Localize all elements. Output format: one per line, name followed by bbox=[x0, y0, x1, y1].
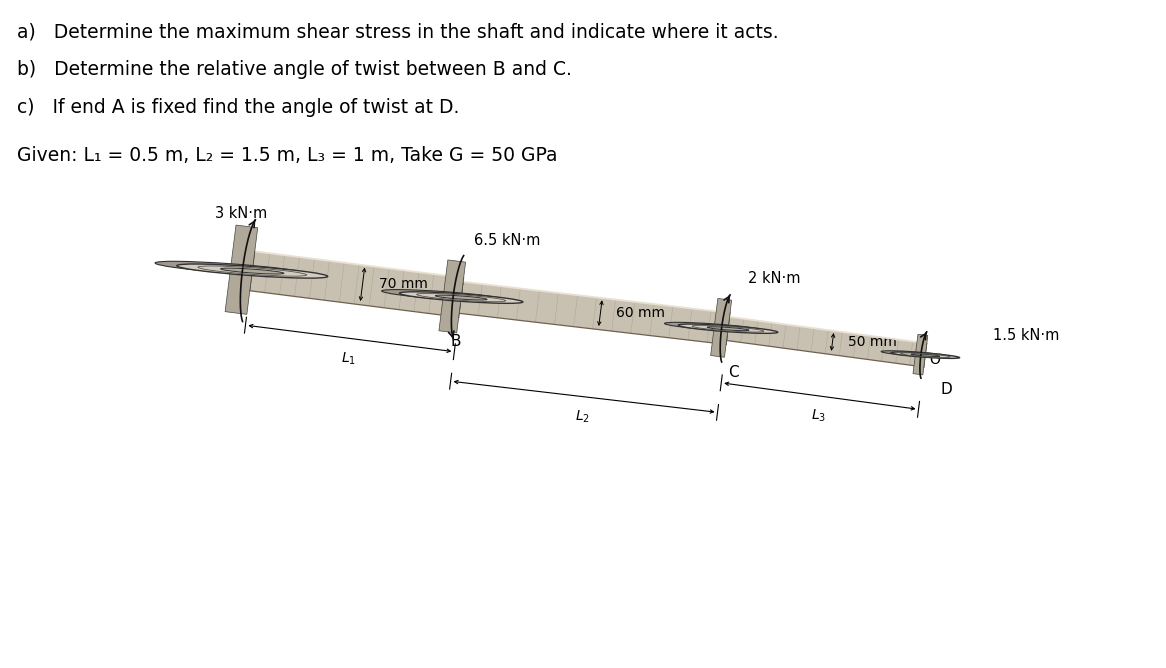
Ellipse shape bbox=[400, 292, 522, 303]
Text: Given: L₁ = 0.5 m, L₂ = 1.5 m, L₃ = 1 m, Take G = 50 GPa: Given: L₁ = 0.5 m, L₂ = 1.5 m, L₃ = 1 m,… bbox=[16, 146, 557, 165]
Ellipse shape bbox=[435, 295, 487, 300]
Polygon shape bbox=[913, 334, 928, 375]
Text: 60 mm: 60 mm bbox=[617, 306, 666, 320]
Text: A: A bbox=[229, 288, 239, 303]
Polygon shape bbox=[250, 251, 464, 317]
Ellipse shape bbox=[220, 268, 285, 274]
Text: O: O bbox=[929, 353, 940, 367]
Ellipse shape bbox=[679, 324, 778, 333]
Polygon shape bbox=[710, 299, 731, 357]
Text: C: C bbox=[729, 365, 739, 380]
Text: $L_2$: $L_2$ bbox=[575, 409, 590, 425]
Text: 3 kN·m: 3 kN·m bbox=[215, 206, 267, 221]
Ellipse shape bbox=[177, 264, 328, 278]
Text: D: D bbox=[940, 381, 953, 397]
Text: 50 mm: 50 mm bbox=[848, 335, 897, 349]
Text: 1.5 kN·m: 1.5 kN·m bbox=[992, 328, 1059, 343]
Ellipse shape bbox=[911, 354, 940, 357]
Polygon shape bbox=[438, 260, 465, 333]
Ellipse shape bbox=[707, 327, 749, 331]
Polygon shape bbox=[225, 225, 258, 315]
Text: $L_3$: $L_3$ bbox=[810, 408, 826, 424]
Text: a)   Determine the maximum shear stress in the shaft and indicate where it acts.: a) Determine the maximum shear stress in… bbox=[16, 23, 779, 41]
Text: $L_1$: $L_1$ bbox=[340, 350, 356, 367]
Text: 6.5 kN·m: 6.5 kN·m bbox=[475, 233, 541, 248]
Text: B: B bbox=[450, 334, 461, 349]
Ellipse shape bbox=[665, 323, 764, 331]
Polygon shape bbox=[459, 282, 730, 345]
Ellipse shape bbox=[381, 289, 505, 301]
Text: 70 mm: 70 mm bbox=[379, 277, 428, 291]
Text: b)   Determine the relative angle of twist between B and C.: b) Determine the relative angle of twist… bbox=[16, 60, 571, 79]
Ellipse shape bbox=[891, 352, 960, 359]
Text: c)   If end A is fixed find the angle of twist at D.: c) If end A is fixed find the angle of t… bbox=[16, 98, 459, 117]
Ellipse shape bbox=[155, 261, 305, 275]
Text: 2 kN·m: 2 kN·m bbox=[749, 271, 801, 286]
Ellipse shape bbox=[881, 351, 950, 357]
Polygon shape bbox=[726, 317, 927, 367]
